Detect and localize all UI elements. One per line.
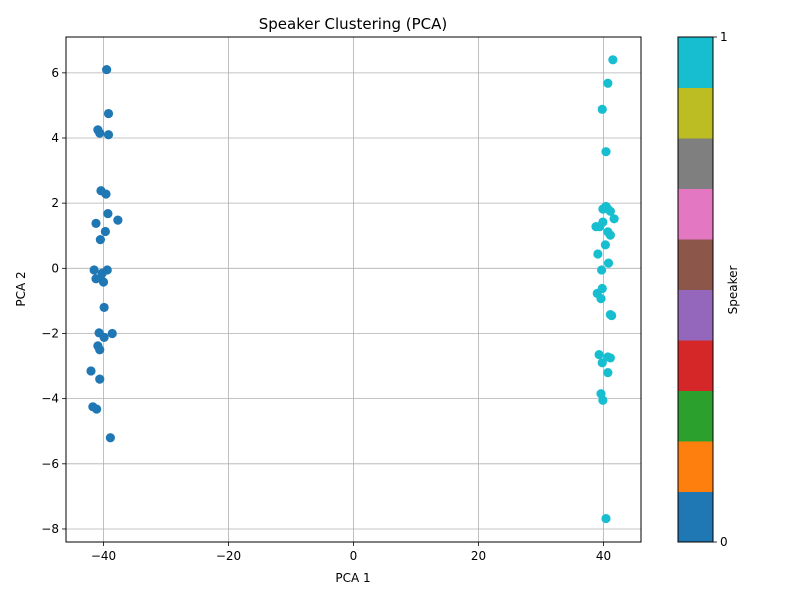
data-point-speaker-1 [593, 249, 603, 259]
colorbar-segment [678, 188, 713, 240]
data-point-speaker-1 [605, 206, 615, 216]
colorbar-segment [678, 491, 713, 543]
data-point-speaker-0 [101, 189, 111, 199]
data-point-speaker-1 [607, 310, 617, 321]
x-axis: −40 −20 0 20 40 [91, 542, 611, 563]
scatter-points [86, 55, 619, 524]
data-point-speaker-0 [99, 332, 109, 342]
y-axis: −8 −6 −4 −2 0 2 4 6 [41, 66, 66, 536]
colorbar: 01 [677, 30, 728, 549]
x-tick-label: 40 [596, 549, 611, 563]
data-point-speaker-0 [95, 345, 105, 355]
data-point-speaker-0 [95, 128, 105, 138]
data-point-speaker-1 [603, 367, 613, 378]
y-tick-label: −2 [41, 326, 59, 340]
x-tick-label: −40 [91, 549, 116, 563]
data-point-speaker-0 [86, 366, 96, 376]
x-tick-label: 0 [350, 549, 358, 563]
data-point-speaker-1 [598, 395, 608, 405]
data-point-speaker-1 [600, 240, 610, 250]
data-point-speaker-0 [103, 130, 114, 140]
x-tick-label: −20 [216, 549, 241, 563]
data-point-speaker-1 [601, 513, 611, 524]
data-point-speaker-0 [98, 277, 109, 287]
data-point-speaker-1 [596, 294, 606, 304]
y-tick-label: 4 [51, 131, 59, 145]
data-point-speaker-1 [597, 104, 607, 114]
x-axis-label: PCA 1 [335, 571, 370, 585]
data-point-speaker-0 [105, 433, 115, 443]
colorbar-segment [678, 239, 713, 290]
colorbar-segment [678, 37, 713, 88]
data-point-speaker-0 [107, 328, 117, 339]
colorbar-segment [678, 87, 713, 139]
chart-title: Speaker Clustering (PCA) [259, 15, 447, 33]
data-point-speaker-0 [103, 208, 113, 219]
y-tick-label: 0 [51, 261, 59, 275]
data-point-speaker-1 [597, 265, 607, 275]
data-point-speaker-0 [103, 108, 114, 119]
data-point-speaker-0 [91, 218, 101, 228]
colorbar-label: Speaker [726, 266, 740, 315]
colorbar-segment [678, 289, 713, 341]
y-tick-label: −4 [41, 392, 59, 406]
data-point-speaker-0 [92, 404, 102, 414]
colorbar-tick-label: 0 [720, 535, 728, 549]
data-point-speaker-1 [597, 358, 607, 368]
grid [66, 37, 641, 542]
colorbar-frame [677, 36, 714, 543]
y-tick-label: 2 [51, 196, 59, 210]
data-point-speaker-1 [608, 55, 618, 65]
y-tick-label: 6 [51, 66, 59, 80]
colorbar-segment [678, 390, 713, 442]
data-point-speaker-0 [89, 265, 99, 275]
x-tick-label: 20 [471, 549, 486, 563]
data-point-speaker-1 [605, 230, 615, 240]
data-point-speaker-0 [99, 302, 109, 313]
data-point-speaker-0 [95, 374, 105, 384]
data-point-speaker-0 [113, 215, 123, 225]
y-tick-label: −6 [41, 457, 59, 471]
data-point-speaker-1 [591, 222, 601, 232]
y-tick-label: −8 [41, 522, 59, 536]
data-point-speaker-1 [609, 214, 619, 224]
y-axis-label: PCA 2 [14, 271, 28, 306]
data-point-speaker-0 [102, 64, 112, 75]
data-point-speaker-1 [603, 258, 614, 268]
data-point-speaker-0 [100, 226, 110, 237]
data-point-speaker-0 [95, 235, 105, 245]
data-point-speaker-1 [594, 350, 604, 360]
data-point-speaker-1 [605, 353, 615, 363]
colorbar-tick-label: 1 [720, 30, 728, 44]
data-point-speaker-1 [601, 147, 611, 157]
colorbar-segment [678, 138, 713, 189]
colorbar-segment [678, 441, 713, 492]
colorbar-segment [678, 340, 713, 391]
data-point-speaker-1 [603, 78, 613, 88]
